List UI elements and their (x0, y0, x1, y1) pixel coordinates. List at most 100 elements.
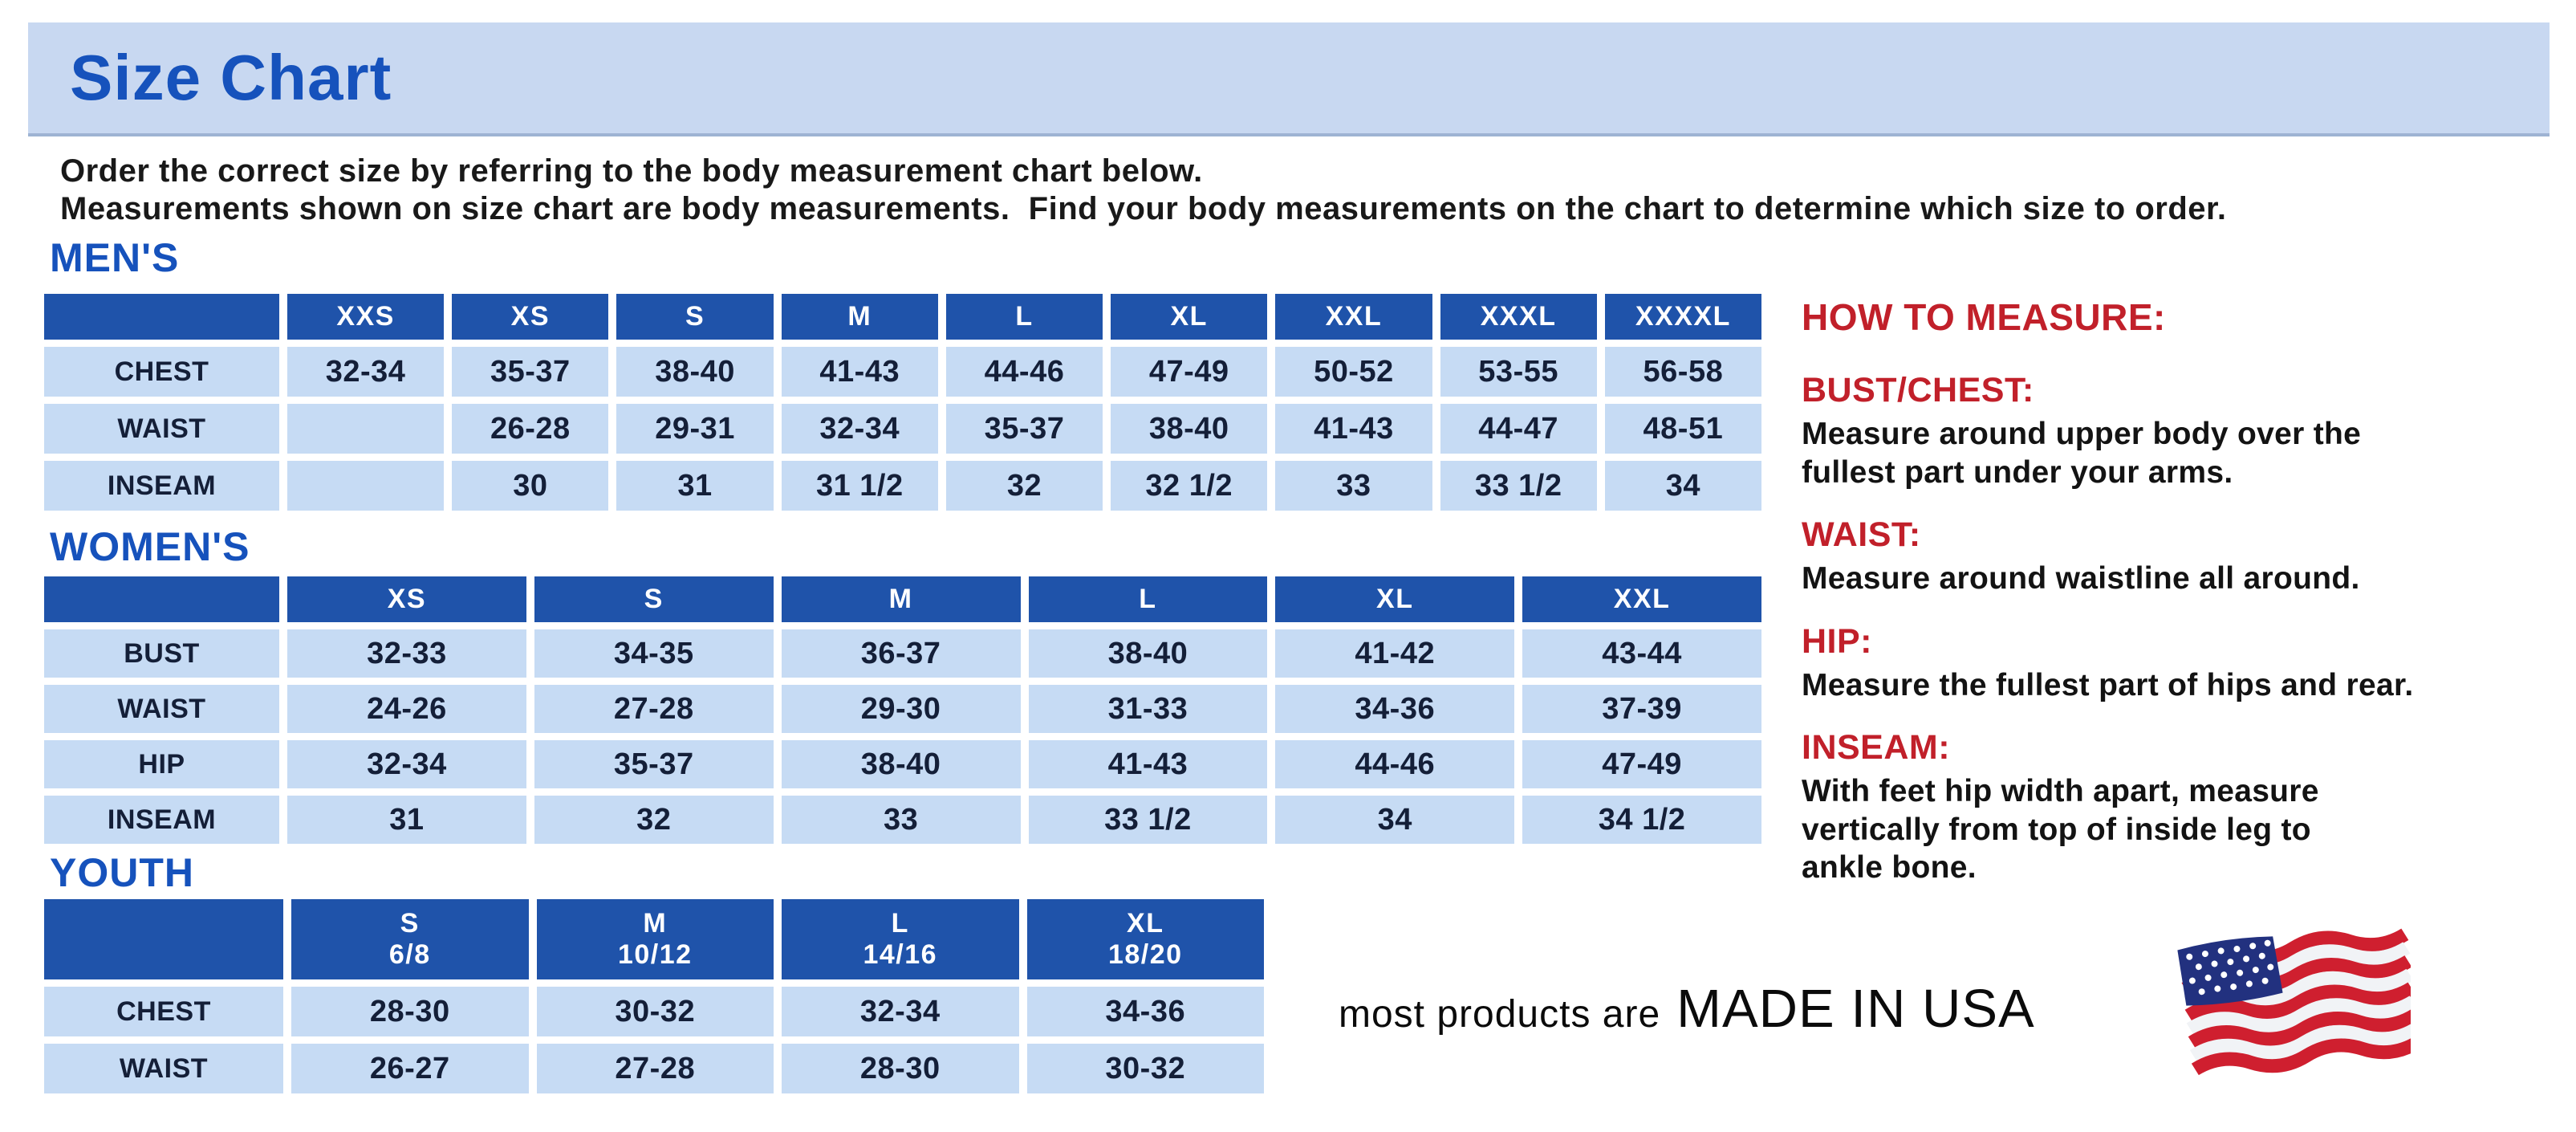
data-cell: 24-26 (287, 685, 526, 733)
column-header-cell: XXXXL (1604, 294, 1761, 340)
column-header-cell: S 6/8 (291, 899, 529, 979)
data-cell: 32-34 (287, 347, 445, 397)
row-label-cell: HIP (44, 740, 279, 788)
column-header-cell: XXS (287, 294, 445, 340)
size-chart-banner: Size Chart (28, 22, 2550, 136)
column-header-cell: M (781, 294, 938, 340)
column-header-cell: L (945, 294, 1103, 340)
intro-line-1: Order the correct size by referring to t… (60, 153, 1203, 189)
data-cell: 33 1/2 (1028, 796, 1268, 844)
row-label-cell: INSEAM (44, 796, 279, 844)
row-label-cell: WAIST (44, 1044, 283, 1093)
data-cell: 29-31 (616, 404, 774, 454)
data-cell: 41-43 (1028, 740, 1268, 788)
data-cell: 34-36 (1275, 685, 1515, 733)
data-cell: 34-35 (534, 629, 774, 678)
measure-label-inseam: INSEAM: (1802, 728, 1951, 768)
data-cell: 28-30 (291, 987, 529, 1036)
data-cell: 53-55 (1440, 347, 1597, 397)
footer-note: most products are MADE IN USA (1339, 978, 2035, 1040)
measure-text-waist: Measure around waistline all around. (1802, 561, 2360, 597)
data-cell: 31 1/2 (781, 461, 938, 511)
measure-text-hip: Measure the fullest part of hips and rea… (1802, 667, 2414, 702)
data-cell: 43-44 (1522, 629, 1761, 678)
data-cell: 34 (1604, 461, 1761, 511)
data-cell: 30 (452, 461, 609, 511)
how-to-measure-title: HOW TO MEASURE: (1802, 296, 2166, 338)
data-cell: 31-33 (1028, 685, 1268, 733)
measure-label-waist: WAIST: (1802, 515, 1921, 555)
column-header-cell: L (1028, 576, 1268, 622)
section-heading-youth: YOUTH (50, 850, 194, 895)
column-header-cell: S (616, 294, 774, 340)
table-corner-cell (44, 576, 279, 622)
data-cell: 33 1/2 (1440, 461, 1597, 511)
measure-label-bust-chest: BUST/CHEST: (1802, 371, 2034, 409)
table-corner-cell (44, 294, 279, 340)
data-cell: 36-37 (781, 629, 1021, 678)
row-label-cell: WAIST (44, 404, 279, 454)
data-cell: 34 (1275, 796, 1515, 844)
column-header-cell: XXL (1275, 294, 1432, 340)
data-cell: 38-40 (1111, 404, 1268, 454)
data-cell: 35-37 (452, 347, 609, 397)
data-cell: 32 (534, 796, 774, 844)
footer-prefix-text: most products are (1339, 993, 1661, 1036)
data-cell: 37-39 (1522, 685, 1761, 733)
column-header-cell: XL (1275, 576, 1515, 622)
column-header-cell: XL 18/20 (1026, 899, 1264, 979)
measure-text-inseam: With feet hip width apart, measure verti… (1802, 774, 2319, 886)
made-in-usa-text: MADE IN USA (1676, 979, 2035, 1039)
data-cell: 26-27 (291, 1044, 529, 1093)
data-cell: 48-51 (1604, 404, 1761, 454)
data-cell: 33 (781, 796, 1021, 844)
page-title: Size Chart (70, 42, 392, 113)
section-heading-womens: WOMEN'S (50, 524, 250, 569)
data-cell: 27-28 (534, 685, 774, 733)
data-cell: 35-37 (945, 404, 1103, 454)
data-cell: 29-30 (781, 685, 1021, 733)
data-cell: 44-46 (1275, 740, 1515, 788)
row-label-cell: CHEST (44, 347, 279, 397)
column-header-cell: M 10/12 (536, 899, 774, 979)
womens-size-table: XS S M L XL XXL BUST 32-33 34-35 36-37 38-40 41-42 4… (44, 576, 1761, 844)
data-cell: 30-32 (536, 987, 774, 1036)
data-cell: 44-46 (945, 347, 1103, 397)
intro-line-2: Measurements shown on size chart are bod… (60, 191, 2227, 226)
mens-size-table: XXS XS S M L XL XXL XXXL XXXXL CHEST 32-34 35-37 38-… (44, 294, 1761, 511)
data-cell: 50-52 (1275, 347, 1432, 397)
data-cell: 38-40 (781, 740, 1021, 788)
data-cell: 32 1/2 (1111, 461, 1268, 511)
column-header-cell: XXXL (1440, 294, 1597, 340)
data-cell: 28-30 (782, 1044, 1019, 1093)
row-label-cell: WAIST (44, 685, 279, 733)
data-cell: 32 (945, 461, 1103, 511)
data-cell: 27-28 (536, 1044, 774, 1093)
data-cell: 44-47 (1440, 404, 1597, 454)
data-cell: 47-49 (1522, 740, 1761, 788)
data-cell: 31 (616, 461, 774, 511)
data-cell: 33 (1275, 461, 1432, 511)
column-header-cell: XL (1111, 294, 1268, 340)
data-cell: 32-34 (287, 740, 526, 788)
data-cell: 41-43 (781, 347, 938, 397)
column-header-cell: XXL (1522, 576, 1761, 622)
data-cell: 32-33 (287, 629, 526, 678)
data-cell: 32-34 (781, 404, 938, 454)
flag-canton (2177, 936, 2283, 1006)
data-cell: 41-42 (1275, 629, 1515, 678)
data-cell: 41-43 (1275, 404, 1432, 454)
data-cell: 34 1/2 (1522, 796, 1761, 844)
data-cell: 26-28 (452, 404, 609, 454)
us-flag-icon (2177, 928, 2411, 1076)
column-header-cell: M (781, 576, 1021, 622)
measure-label-hip: HIP: (1802, 621, 1872, 661)
data-cell: 56-58 (1604, 347, 1761, 397)
data-cell: 34-36 (1026, 987, 1264, 1036)
data-cell: 30-32 (1026, 1044, 1264, 1093)
data-cell: 32-34 (782, 987, 1019, 1036)
column-header-cell: S (534, 576, 774, 622)
table-corner-cell (44, 899, 283, 979)
data-cell: 38-40 (1028, 629, 1268, 678)
